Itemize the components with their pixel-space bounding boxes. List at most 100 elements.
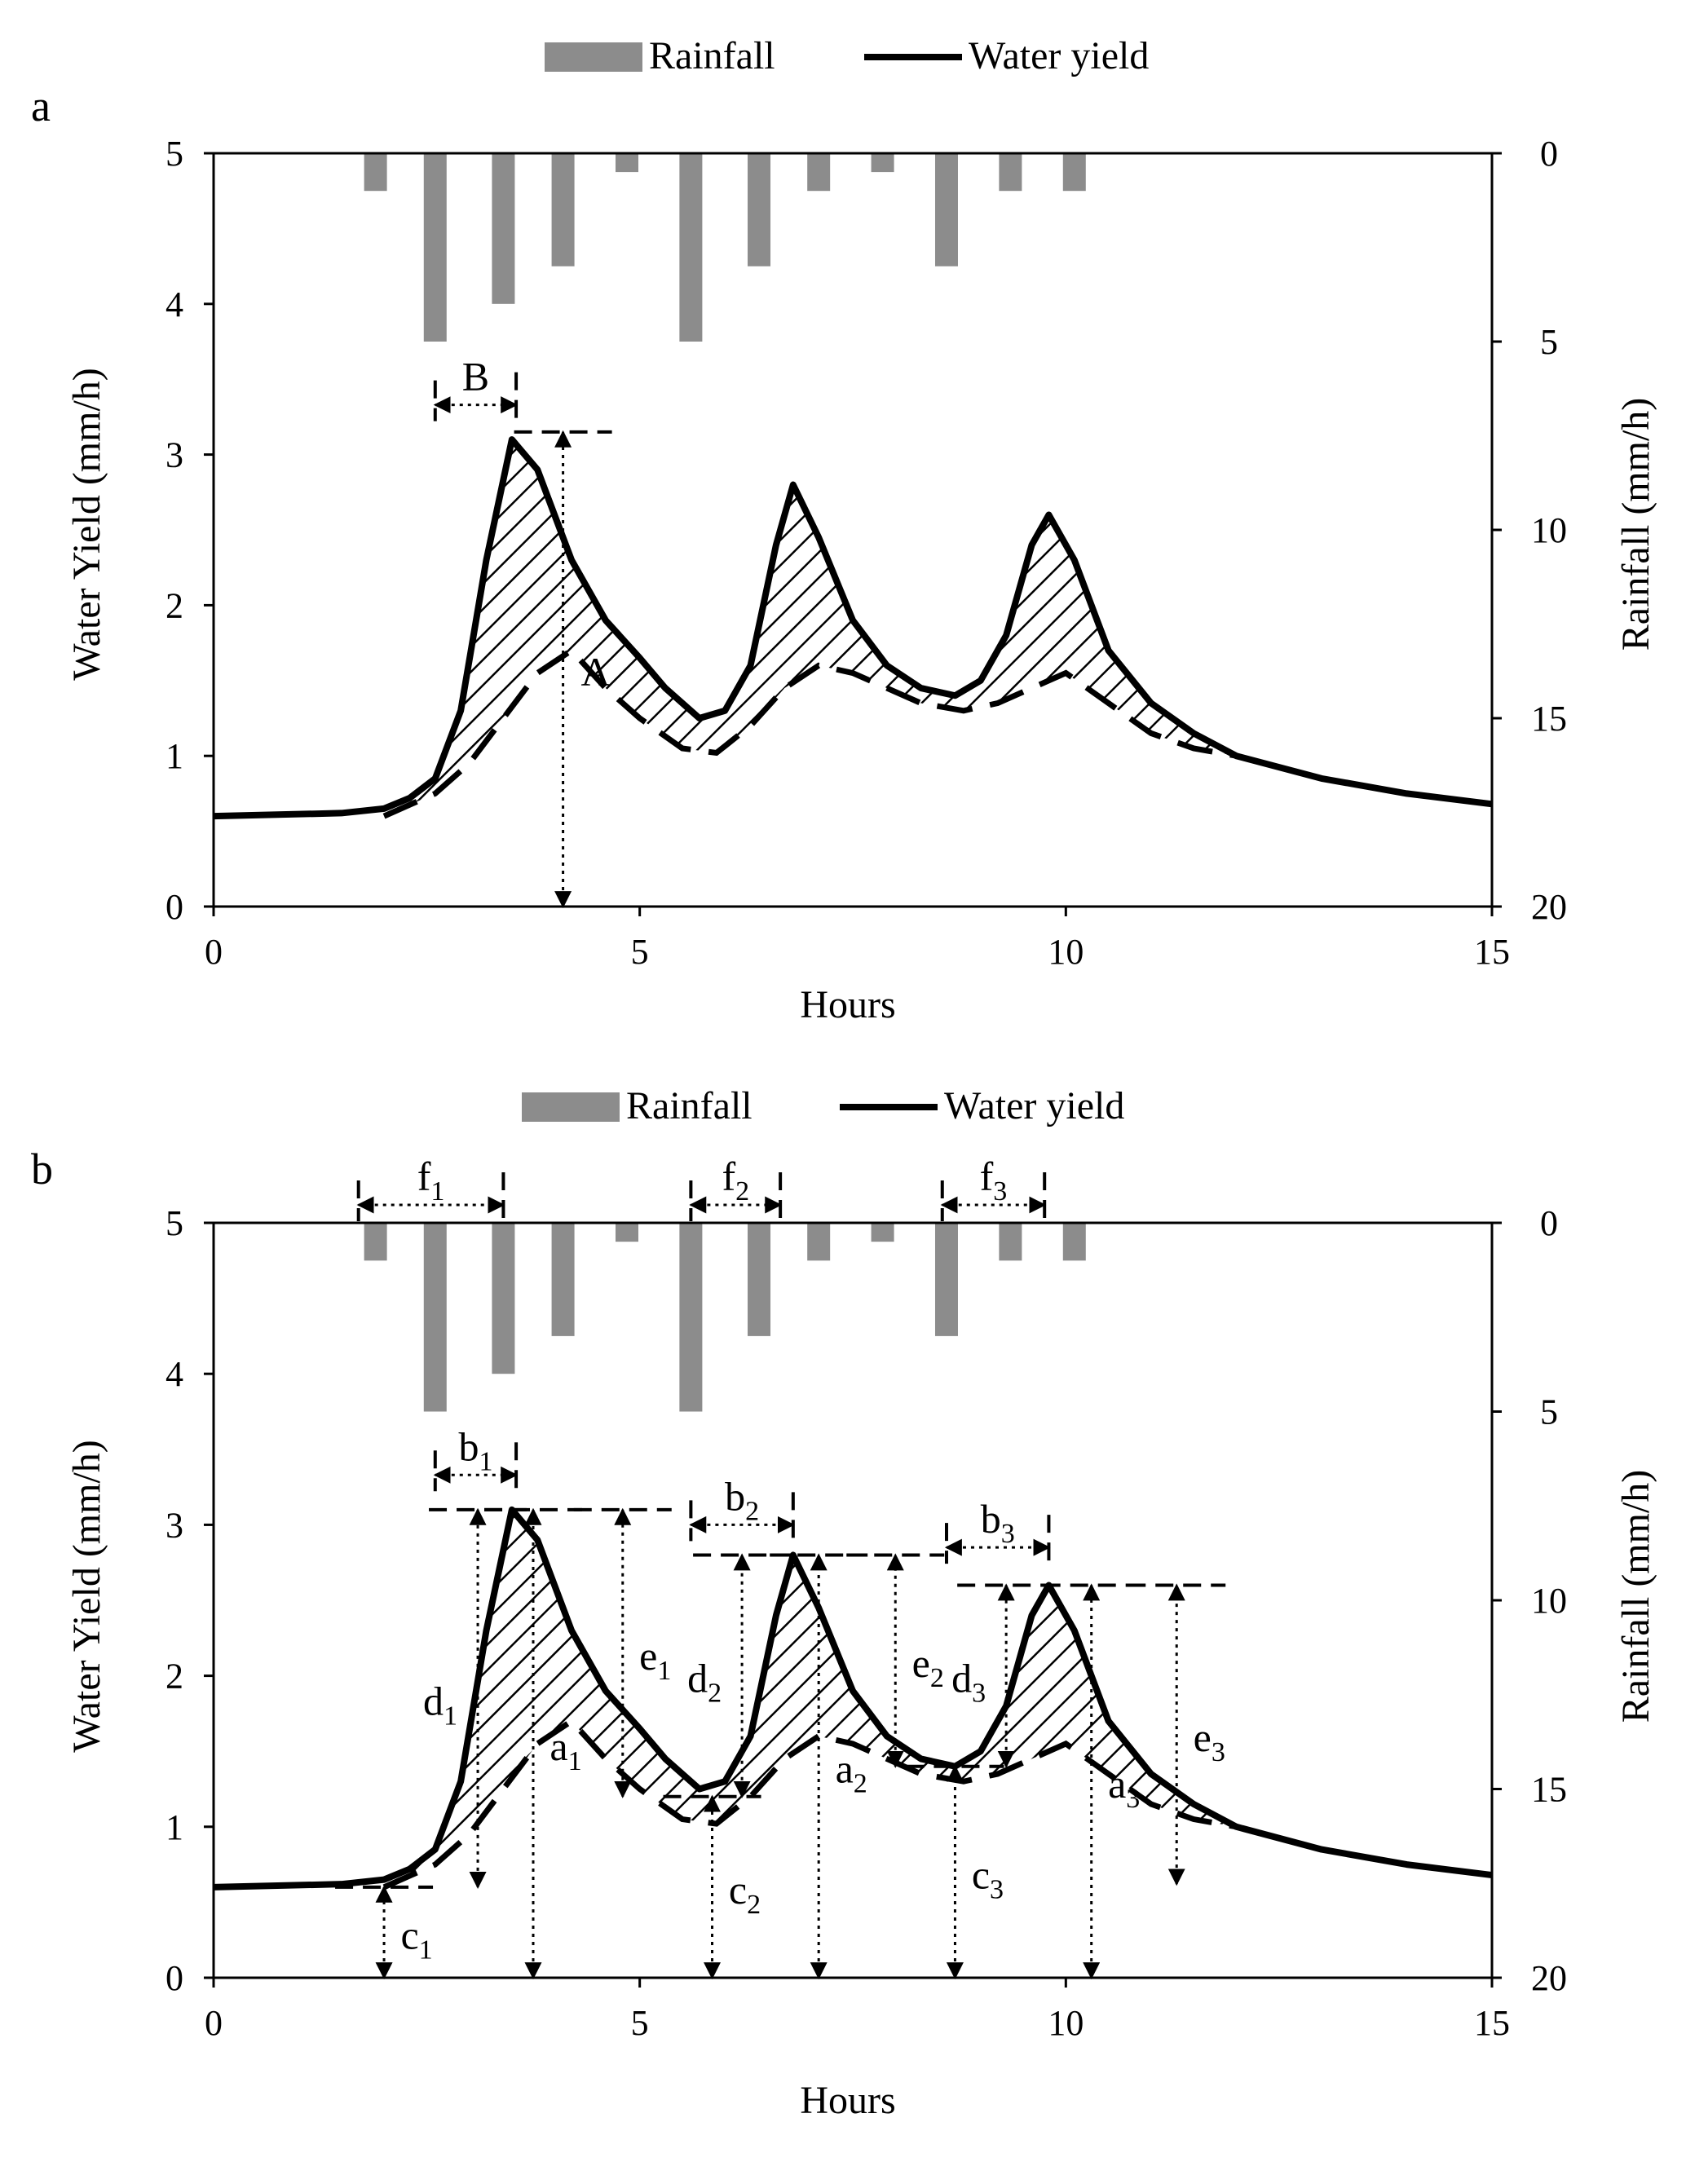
plot-area-b: 0 5 10 15 0 1 2 3 4 5 0 5 10 15 20 f1 f2 f3 b1 b2 b3 a1 a2 a3 c1… bbox=[166, 1154, 1567, 2043]
rainfall-bar bbox=[807, 1223, 831, 1261]
rainfall-bar bbox=[551, 153, 575, 267]
annotation-d1-label: d1 bbox=[423, 1678, 457, 1731]
y-left-tick-label: 1 bbox=[166, 736, 183, 776]
y-right-tick-label: 0 bbox=[1540, 1203, 1558, 1243]
plot-frame bbox=[212, 152, 1494, 908]
annotation-b1: b1 bbox=[433, 1423, 519, 1492]
rainfall-bar bbox=[999, 1223, 1022, 1261]
rainfall-bar bbox=[1062, 1223, 1086, 1261]
annotation-c3-label: c3 bbox=[972, 1851, 1004, 1904]
annotation-e1: e1 bbox=[573, 1507, 672, 1798]
baseflow-line bbox=[382, 646, 1238, 819]
rainfall-bar bbox=[871, 153, 894, 173]
rainfall-bar bbox=[748, 1223, 771, 1336]
panel-a: Rainfall Water yield a Hours Water Yield… bbox=[31, 34, 1657, 1026]
y-left-tick-label: 2 bbox=[166, 1657, 183, 1696]
y-axis-right-label-a: Rainfall (mm/h) bbox=[1614, 398, 1657, 651]
annotation-f2: f2 bbox=[689, 1154, 783, 1221]
panel-b: Rainfall Water yield b Hours Water Yield… bbox=[31, 1084, 1657, 2122]
rainfall-bar bbox=[999, 153, 1022, 192]
y-right-tick-label: 20 bbox=[1531, 887, 1567, 927]
annotation-f2-label: f2 bbox=[722, 1154, 749, 1207]
baseflow-line bbox=[382, 1717, 1238, 1891]
rainfall-bar bbox=[807, 153, 831, 192]
legend-water-yield-label: Water yield bbox=[944, 1084, 1124, 1127]
rainfall-bar bbox=[934, 1223, 958, 1336]
y-right-tick-label: 10 bbox=[1531, 510, 1567, 550]
y-right-tick-label: 15 bbox=[1531, 1770, 1567, 1810]
x-tick-label: 15 bbox=[1474, 2003, 1510, 2043]
y-left-tick-label: 3 bbox=[166, 435, 183, 475]
x-tick-label: 0 bbox=[205, 2003, 223, 2043]
legend-rainfall-label: Rainfall bbox=[626, 1084, 753, 1127]
legend-rainfall-swatch bbox=[545, 42, 642, 72]
annotation-A-label: A bbox=[581, 649, 611, 695]
water-yield-line bbox=[213, 436, 1493, 820]
annotation-d2-label: d2 bbox=[687, 1656, 722, 1709]
panel-label-a: a bbox=[31, 82, 51, 130]
annotation-c2: c2 bbox=[663, 1794, 761, 1980]
rainfall-bar bbox=[492, 153, 515, 304]
panel-label-b: b bbox=[31, 1145, 53, 1193]
rainfall-bar bbox=[423, 153, 447, 342]
legend-rainfall-label: Rainfall bbox=[649, 34, 775, 77]
y-right-tick-label: 5 bbox=[1540, 1392, 1558, 1432]
annotation-b2-label: b2 bbox=[725, 1473, 759, 1526]
annotation-A: A bbox=[514, 430, 612, 909]
y-left-tick-label: 0 bbox=[166, 887, 183, 927]
y-left-tick-label: 5 bbox=[166, 1203, 183, 1243]
y-right-tick-label: 5 bbox=[1540, 322, 1558, 362]
annotation-d3-label: d3 bbox=[951, 1656, 986, 1709]
annotation-c3: c3 bbox=[906, 1764, 1004, 1980]
rainfall-bar bbox=[871, 1223, 894, 1242]
y-right-tick-label: 20 bbox=[1531, 1958, 1567, 1998]
rainfall-bar bbox=[364, 153, 387, 192]
x-tick-label: 15 bbox=[1474, 932, 1510, 972]
annotation-a3: a3 bbox=[1042, 1583, 1141, 1980]
annotation-e2: e2 bbox=[846, 1553, 945, 1768]
annotation-b1-label: b1 bbox=[458, 1423, 492, 1476]
y-left-tick-label: 4 bbox=[166, 285, 183, 324]
plot-frame bbox=[212, 1221, 1494, 1979]
annotation-c1-label: c1 bbox=[400, 1912, 432, 1965]
x-tick-label: 0 bbox=[205, 932, 223, 972]
y-axis-left-label-a: Water Yield (mm/h) bbox=[65, 368, 108, 681]
x-tick-label: 5 bbox=[631, 932, 649, 972]
y-left-tick-label: 3 bbox=[166, 1505, 183, 1545]
annotation-b3: b3 bbox=[944, 1496, 1051, 1564]
quickflow-hatched-area bbox=[384, 1509, 1237, 1887]
legend-b: Rainfall Water yield bbox=[522, 1084, 1124, 1127]
annotation-f3-label: f3 bbox=[980, 1154, 1008, 1207]
rainfall-bar bbox=[934, 153, 958, 267]
annotation-c2-label: c2 bbox=[729, 1867, 761, 1920]
rainfall-bar bbox=[364, 1223, 387, 1261]
annotation-e3-label: e3 bbox=[1194, 1714, 1225, 1767]
annotation-d2: d2 bbox=[687, 1553, 792, 1798]
legend-rainfall-swatch bbox=[522, 1092, 620, 1122]
rainfall-bar bbox=[551, 1223, 575, 1336]
quickflow-hatched-area bbox=[384, 439, 1237, 817]
rainfall-bar bbox=[1062, 153, 1086, 192]
y-right-tick-label: 0 bbox=[1540, 134, 1558, 174]
y-axis-right-label-b: Rainfall (mm/h) bbox=[1614, 1470, 1657, 1723]
rainfall-bar bbox=[679, 1223, 703, 1412]
legend-water-yield-label: Water yield bbox=[969, 34, 1149, 77]
y-right-tick-label: 15 bbox=[1531, 699, 1567, 739]
annotation-B-label: B bbox=[462, 354, 489, 399]
annotation-a3-label: a3 bbox=[1108, 1761, 1140, 1814]
x-tick-label: 10 bbox=[1048, 932, 1084, 972]
annotation-e3: e3 bbox=[1128, 1583, 1226, 1886]
rainfall-bar bbox=[615, 153, 638, 173]
y-left-tick-label: 4 bbox=[166, 1354, 183, 1394]
y-left-tick-label: 1 bbox=[166, 1807, 183, 1847]
y-left-tick-label: 2 bbox=[166, 585, 183, 625]
annotation-e2-label: e2 bbox=[912, 1640, 944, 1693]
y-axis-left-label-b: Water Yield (mm/h) bbox=[65, 1440, 108, 1753]
rainfall-bar bbox=[679, 153, 703, 342]
legend-a: Rainfall Water yield bbox=[545, 34, 1149, 77]
annotation-c1: c1 bbox=[335, 1885, 434, 1980]
plot-area-a: 0 5 10 15 0 1 2 3 4 5 0 5 10 15 20 B A bbox=[166, 134, 1567, 972]
x-axis-label-a: Hours bbox=[800, 983, 895, 1026]
rainfall-bar bbox=[748, 153, 771, 267]
